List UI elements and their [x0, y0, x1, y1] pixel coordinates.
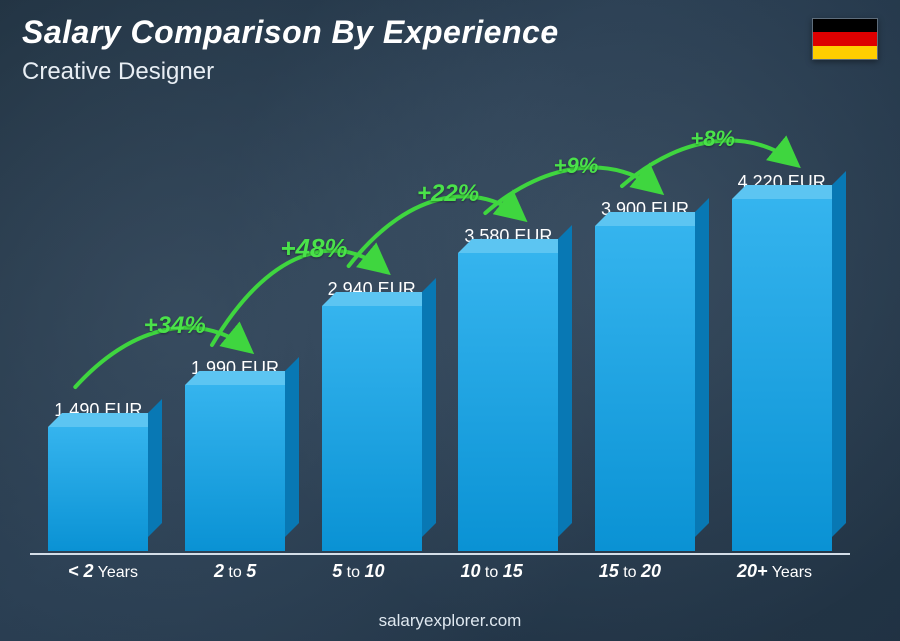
- bar: [732, 199, 832, 551]
- bar-front: [732, 199, 832, 551]
- bar-slot: 3,580 EUR: [440, 226, 577, 551]
- bar-front: [185, 385, 285, 551]
- bar-top-face: [732, 185, 846, 199]
- bar-side-face: [148, 399, 162, 537]
- bar: [595, 226, 695, 551]
- x-axis: < 2 Years 2 to 5 5 to 10 10 to 15 15 to 20 20…: [30, 553, 850, 581]
- bar-side-face: [422, 278, 436, 537]
- bar-front: [595, 226, 695, 551]
- bar-side-face: [558, 225, 572, 537]
- growth-arc-label: +34%: [144, 312, 206, 340]
- bar-slot: 4,220 EUR: [713, 172, 850, 551]
- x-axis-label: 2 to 5: [214, 555, 256, 581]
- bar-top-face: [185, 371, 299, 385]
- growth-arc-label: +8%: [690, 126, 735, 152]
- bar: [48, 427, 148, 551]
- x-axis-label: 15 to 20: [599, 555, 661, 581]
- bar-top-face: [322, 292, 436, 306]
- bar-front: [322, 306, 422, 551]
- growth-arc-label: +22%: [417, 180, 479, 208]
- bar-slot: 1,490 EUR: [30, 400, 167, 551]
- bar-side-face: [285, 357, 299, 537]
- country-flag-germany: [812, 18, 878, 60]
- bar: [185, 385, 285, 551]
- chart-title: Salary Comparison By Experience: [22, 14, 559, 51]
- flag-stripe: [813, 32, 877, 45]
- bar: [322, 306, 422, 551]
- bar: [458, 253, 558, 551]
- chart-subtitle: Creative Designer: [22, 58, 214, 86]
- growth-arc-label: +48%: [280, 233, 347, 264]
- bar-top-face: [458, 239, 572, 253]
- bar-front: [48, 427, 148, 551]
- x-axis-label: < 2 Years: [68, 555, 138, 581]
- bar-front: [458, 253, 558, 551]
- x-axis-label: 10 to 15: [460, 555, 522, 581]
- x-axis-label: 20+ Years: [737, 555, 812, 581]
- flag-stripe: [813, 19, 877, 32]
- flag-stripe: [813, 46, 877, 59]
- bar-slot: 2,940 EUR: [303, 279, 440, 551]
- bar-side-face: [832, 171, 846, 537]
- chart-area: 1,490 EUR1,990 EUR2,940 EUR3,580 EUR3,90…: [30, 100, 850, 581]
- bar-top-face: [595, 212, 709, 226]
- growth-arc-label: +9%: [554, 153, 599, 179]
- footer-credit: salaryexplorer.com: [0, 611, 900, 631]
- bar-slot: 3,900 EUR: [577, 199, 714, 551]
- bar-side-face: [695, 198, 709, 537]
- bar-slot: 1,990 EUR: [167, 358, 304, 551]
- bar-top-face: [48, 413, 162, 427]
- infographic-canvas: Salary Comparison By Experience Creative…: [0, 0, 900, 641]
- x-axis-label: 5 to 10: [332, 555, 384, 581]
